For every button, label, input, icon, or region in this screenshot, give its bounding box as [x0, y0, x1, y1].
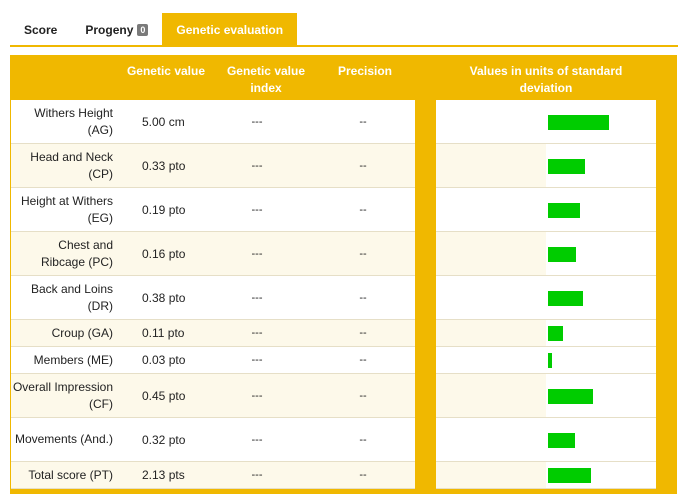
std-units-row — [436, 188, 656, 232]
std-units-bar — [548, 468, 591, 483]
std-units-chart — [436, 100, 656, 489]
trait-label: Height at Withers (EG) — [20, 193, 113, 225]
genetic-value: 0.03 pto — [142, 353, 186, 367]
genetic-value: 0.11 pto — [142, 326, 185, 340]
trait-label: Croup (GA) — [51, 325, 113, 340]
genetic-value: 0.19 pto — [142, 202, 186, 217]
std-units-row — [436, 462, 656, 489]
trait-label: Members (ME) — [33, 352, 113, 367]
std-units-row-shade — [436, 144, 546, 187]
std-units-bar — [548, 389, 593, 404]
std-units-row-shade — [436, 418, 546, 461]
std-units-row-shade — [436, 462, 546, 488]
column-header-std-units: Values in units of standard deviation — [469, 64, 623, 95]
tab-bar: Score Progeny 0 Genetic evaluation — [10, 13, 298, 46]
table-row: Total score (PT) 2.13 pts --- -- — [11, 462, 415, 489]
std-units-row — [436, 276, 656, 320]
std-units-row-shade — [436, 276, 546, 319]
std-units-row-shade — [436, 100, 546, 143]
std-units-row-shade — [436, 188, 546, 231]
std-units-row — [436, 232, 656, 276]
std-units-row-shade — [436, 232, 546, 275]
precision-value: -- — [359, 247, 367, 260]
tab-genetic-evaluation[interactable]: Genetic evaluation — [162, 13, 298, 46]
genetic-value-index: --- — [251, 115, 263, 128]
genetic-value-index: --- — [251, 354, 263, 366]
table-row: Members (ME) 0.03 pto --- -- — [11, 347, 415, 374]
genetic-value: 0.33 pto — [142, 158, 186, 173]
std-units-row — [436, 418, 656, 462]
tab-progeny[interactable]: Progeny 0 — [71, 13, 162, 46]
genetic-value: 2.13 pts — [142, 468, 185, 482]
table-row: Height at Withers (EG) 0.19 pto --- -- — [11, 188, 415, 232]
genetic-value: 0.32 pto — [142, 432, 186, 447]
genetic-evaluation-table: Genetic value Genetic value index Precis… — [10, 55, 677, 494]
genetic-value: 5.00 cm — [142, 114, 185, 129]
std-units-row — [436, 144, 656, 188]
precision-value: -- — [359, 354, 367, 366]
precision-value: -- — [359, 433, 367, 446]
genetic-value-index: --- — [251, 291, 263, 304]
precision-value: -- — [359, 469, 367, 481]
std-units-row-shade — [436, 320, 546, 346]
table-row: Movements (And.) 0.32 pto --- -- — [11, 418, 415, 462]
column-header-precision: Precision — [337, 64, 393, 78]
trait-label: Back and Loins (DR) — [30, 281, 113, 313]
tab-score-label: Score — [24, 22, 58, 37]
precision-value: -- — [359, 203, 367, 216]
std-units-row-shade — [436, 347, 546, 373]
precision-value: -- — [359, 389, 367, 402]
tab-progeny-label: Progeny — [85, 22, 134, 37]
genetic-value: 0.45 pto — [142, 388, 186, 403]
genetic-value-index: --- — [251, 327, 263, 339]
table-header: Genetic value Genetic value index Precis… — [10, 55, 677, 99]
table-row: Head and Neck (CP) 0.33 pto --- -- — [11, 144, 415, 188]
column-header-genetic-value: Genetic value — [126, 64, 206, 78]
genetic-value: 0.38 pto — [142, 290, 186, 305]
tab-genetic-evaluation-label: Genetic evaluation — [176, 22, 284, 37]
genetic-value-index: --- — [251, 159, 263, 172]
std-units-bar — [548, 247, 576, 262]
genetic-value-index: --- — [251, 247, 263, 260]
std-units-bar — [548, 353, 552, 368]
std-units-row-shade — [436, 374, 546, 417]
precision-value: -- — [359, 291, 367, 304]
std-units-row — [436, 347, 656, 374]
table-row: Croup (GA) 0.11 pto --- -- — [11, 320, 415, 347]
tab-score[interactable]: Score — [10, 13, 71, 46]
trait-label: Overall Impression (CF) — [12, 379, 113, 411]
trait-label: Withers Height (AG) — [34, 105, 113, 137]
trait-label: Movements (And.) — [14, 432, 113, 446]
table-row: Withers Height (AG) 5.00 cm --- -- — [11, 100, 415, 144]
precision-value: -- — [359, 159, 367, 172]
std-units-bar — [548, 433, 575, 448]
table-row: Back and Loins (DR) 0.38 pto --- -- — [11, 276, 415, 320]
std-units-bar — [548, 159, 585, 174]
std-units-bar — [548, 203, 580, 218]
table-row: Overall Impression (CF) 0.45 pto --- -- — [11, 374, 415, 418]
std-units-bar — [548, 326, 563, 341]
tab-underline — [10, 45, 678, 47]
values-table-body: Withers Height (AG) 5.00 cm --- -- Head and … — [11, 100, 415, 489]
genetic-value: 0.16 pto — [142, 246, 186, 261]
std-units-bar — [548, 115, 609, 130]
genetic-value-index: --- — [251, 433, 263, 446]
std-units-bar — [548, 291, 583, 306]
genetic-value-index: --- — [251, 203, 263, 216]
table-row: Chest and Ribcage (PC) 0.16 pto --- -- — [11, 232, 415, 276]
progeny-count-badge: 0 — [137, 23, 149, 36]
genetic-value-index: --- — [251, 389, 263, 402]
std-units-row — [436, 100, 656, 144]
std-units-row — [436, 320, 656, 347]
trait-label: Chest and Ribcage (PC) — [40, 237, 113, 269]
precision-value: -- — [359, 327, 367, 339]
trait-label: Total score (PT) — [28, 467, 113, 482]
precision-value: -- — [359, 115, 367, 128]
std-units-row — [436, 374, 656, 418]
genetic-value-index: --- — [251, 469, 263, 481]
trait-label: Head and Neck (CP) — [30, 149, 113, 181]
column-header-genetic-value-index: Genetic value index — [226, 64, 306, 95]
